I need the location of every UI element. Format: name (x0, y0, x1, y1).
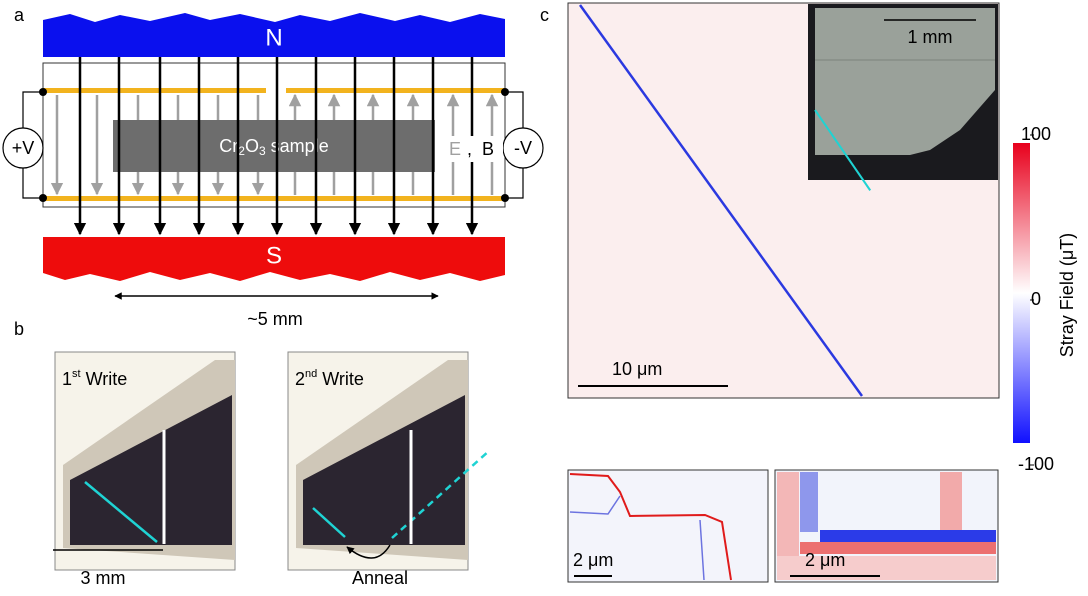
tick-label: 0 (1031, 289, 1041, 309)
left-source: +V (12, 138, 35, 158)
first-write: 1st Write (62, 368, 127, 389)
left-scale: 2 μm (573, 550, 613, 570)
colorbar (1013, 143, 1030, 443)
right-scale: 2 μm (805, 550, 845, 570)
tick-label: 100 (1021, 124, 1051, 144)
inset-photo (794, 4, 998, 190)
panel-label: a (14, 5, 25, 25)
field-b: B (482, 139, 494, 159)
panel-label: b (14, 319, 24, 339)
tick-label: -100 (1018, 454, 1054, 474)
separator: , (467, 139, 472, 159)
colorbar-title: Stray Field (μT) (1057, 233, 1077, 357)
inset-scale: 1 mm (908, 27, 953, 47)
south-label: S (266, 242, 282, 269)
field-e: E (449, 139, 461, 159)
scale-label: 3 mm (81, 568, 126, 588)
north-label: N (265, 24, 282, 51)
right-source: -V (514, 138, 532, 158)
anneal-label: Anneal (352, 568, 408, 588)
sample-label: Cr2O3 sample (219, 136, 328, 158)
main-scale: 10 μm (612, 359, 662, 379)
figure: a N S Cr2O3 sample +V -V E , B ~5 mm b 1… (0, 0, 1088, 591)
panel-label: c (540, 5, 549, 25)
width-label: ~5 mm (247, 309, 303, 329)
